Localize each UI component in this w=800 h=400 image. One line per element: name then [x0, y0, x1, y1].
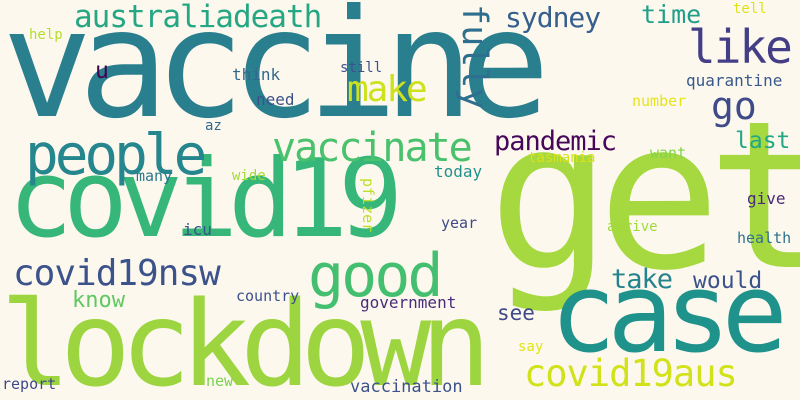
- word-number: number: [632, 92, 687, 110]
- word-need: need: [256, 90, 295, 109]
- word-az: az: [205, 118, 222, 134]
- word-people: people: [25, 123, 207, 188]
- word-want: want: [650, 144, 687, 162]
- word-last: last: [735, 128, 791, 154]
- word-get: get: [488, 78, 800, 316]
- word-vaccinate: vaccinate: [272, 125, 473, 171]
- word-say: say: [518, 339, 544, 355]
- word-icu: icu: [183, 220, 212, 239]
- word-would: would: [693, 268, 763, 294]
- word-quarantine: quarantine: [686, 71, 783, 90]
- word-take: take: [611, 264, 673, 295]
- word-know: know: [72, 288, 125, 313]
- word-think: think: [232, 65, 281, 84]
- word-tell: tell: [733, 1, 767, 17]
- word-make: make: [347, 69, 428, 110]
- word-go: go: [711, 84, 757, 128]
- word-still: still: [340, 60, 383, 76]
- word-pfizer: pfizer: [359, 178, 377, 233]
- word-vaccination: vaccination: [350, 377, 463, 397]
- word-time: time: [641, 0, 702, 29]
- word-good: good: [308, 241, 443, 311]
- word-tasmania: tasmania: [528, 150, 596, 166]
- word-health: health: [737, 229, 792, 247]
- word-covid19nsw: covid19nsw: [13, 253, 221, 294]
- word-lockdown: lockdown: [0, 275, 491, 400]
- word-australiadeath: australiadeath: [74, 0, 322, 35]
- word-like: like: [688, 20, 793, 74]
- word-covid19aus: covid19aus: [524, 352, 738, 395]
- word-today: today: [434, 162, 483, 181]
- word-case: case: [550, 249, 788, 377]
- word-wide: wide: [232, 168, 266, 184]
- word-pandemic: pandemic: [494, 126, 617, 157]
- word-government: government: [360, 293, 457, 312]
- word-sydney: sydney: [505, 1, 601, 34]
- word-new: new: [206, 372, 234, 390]
- word-year: year: [441, 214, 478, 232]
- word-report: report: [2, 375, 57, 393]
- word-many: many: [136, 167, 173, 185]
- word-u: u: [95, 58, 109, 84]
- word-give: give: [747, 189, 786, 208]
- word-see: see: [497, 301, 535, 325]
- word-vaccine: vaccine: [2, 0, 550, 152]
- word-help: help: [29, 27, 63, 43]
- word-arrive: arrive: [607, 219, 658, 235]
- word-covid19: covid19: [8, 137, 403, 262]
- word-country: country: [236, 287, 300, 305]
- word-fully: fully: [454, 4, 494, 110]
